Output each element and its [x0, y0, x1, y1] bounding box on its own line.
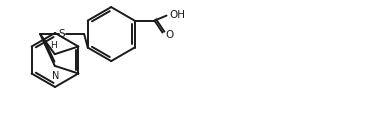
Text: S: S: [59, 29, 65, 39]
Text: O: O: [165, 30, 174, 40]
Text: N: N: [52, 71, 60, 81]
Text: H: H: [51, 41, 57, 50]
Text: OH: OH: [170, 10, 185, 20]
